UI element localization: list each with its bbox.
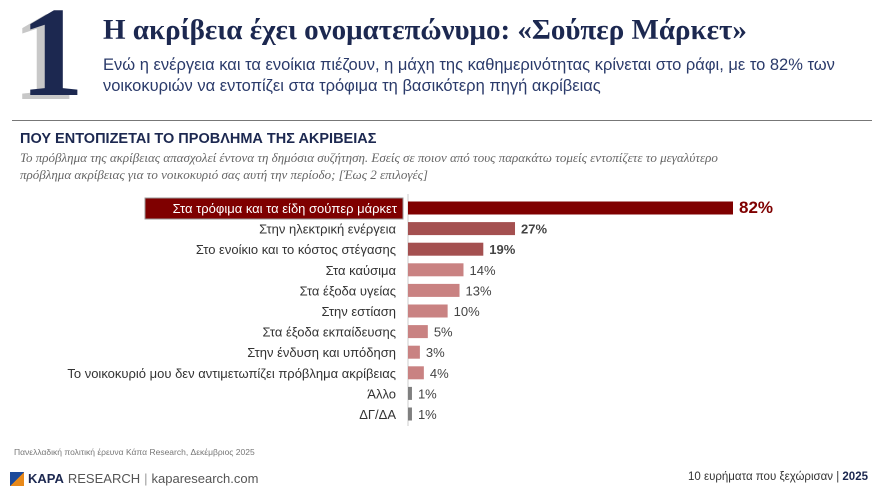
- bar: [408, 242, 484, 256]
- category-label: Στην ένδυση και υπόδηση: [247, 345, 396, 360]
- bar: [408, 201, 733, 215]
- value-label: 5%: [434, 325, 453, 340]
- bar: [408, 222, 516, 236]
- value-label: 13%: [466, 283, 492, 298]
- divider: [12, 120, 872, 121]
- category-label: Στα έξοδα εκπαίδευσης: [263, 325, 397, 340]
- bar: [408, 304, 448, 318]
- value-label: 3%: [426, 345, 445, 360]
- value-label: 27%: [521, 222, 547, 237]
- bar: [408, 263, 464, 277]
- highlight-label-box: [144, 197, 404, 220]
- value-label: 10%: [454, 304, 480, 319]
- category-label: Το νοικοκυριό μου δεν αντιμετωπίζει πρόβ…: [67, 366, 396, 381]
- section-title: ΠΟΥ ΕΝΤΟΠΙΖΕΤΑΙ ΤΟ ΠΡΟΒΛΗΜΑ ΤΗΣ ΑΚΡΙΒΕΙΑ…: [20, 131, 377, 147]
- value-label: 4%: [430, 366, 449, 381]
- bar: [408, 345, 420, 359]
- category-label: Άλλο: [367, 386, 396, 401]
- source-note: Πανελλαδική πολιτική έρευνα Κάπα Researc…: [14, 447, 255, 457]
- survey-question: Το πρόβλημα της ακρίβειας απασχολεί έντο…: [20, 150, 718, 182]
- page-subtitle: Ενώ η ενέργεια και τα ενοίκια πιέζουν, η…: [103, 56, 835, 95]
- brand-logo: KAPA RESEARCH | kaparesearch.com: [10, 471, 258, 486]
- category-label: Στα τρόφιμα και τα είδη σούπερ μάρκετ: [173, 201, 398, 216]
- value-label: 82%: [739, 198, 773, 217]
- bar: [408, 283, 460, 297]
- site-link[interactable]: kaparesearch.com: [151, 471, 259, 486]
- value-label: 1%: [418, 407, 437, 422]
- series-label: 10 ευρήματα που ξεχώρισαν | 2025: [687, 471, 868, 483]
- bar: [408, 386, 412, 400]
- category-label: Στα έξοδα υγείας: [300, 283, 396, 298]
- value-label: 1%: [418, 386, 437, 401]
- value-label: 19%: [489, 242, 515, 257]
- category-label: Στην εστίαση: [321, 304, 396, 319]
- bar-chart: Στα τρόφιμα και τα είδη σούπερ μάρκετ 82%…: [67, 194, 773, 426]
- logo-icon: [10, 471, 24, 486]
- category-label: Στο ενοίκιο και το κόστος στέγασης: [196, 242, 396, 257]
- value-label: 14%: [469, 263, 495, 278]
- bar: [408, 325, 428, 339]
- category-label: ΔΓ/ΔΑ: [359, 407, 396, 422]
- category-label: Στην ηλεκτρική ενέργεια: [259, 222, 396, 237]
- category-label: Στα καύσιμα: [326, 263, 397, 278]
- bar: [408, 407, 412, 421]
- chapter-number: 1: [20, 0, 84, 123]
- bar: [408, 366, 424, 380]
- page-title: Η ακρίβεια έχει ονοματεπώνυμο: «Σούπερ Μ…: [103, 14, 747, 46]
